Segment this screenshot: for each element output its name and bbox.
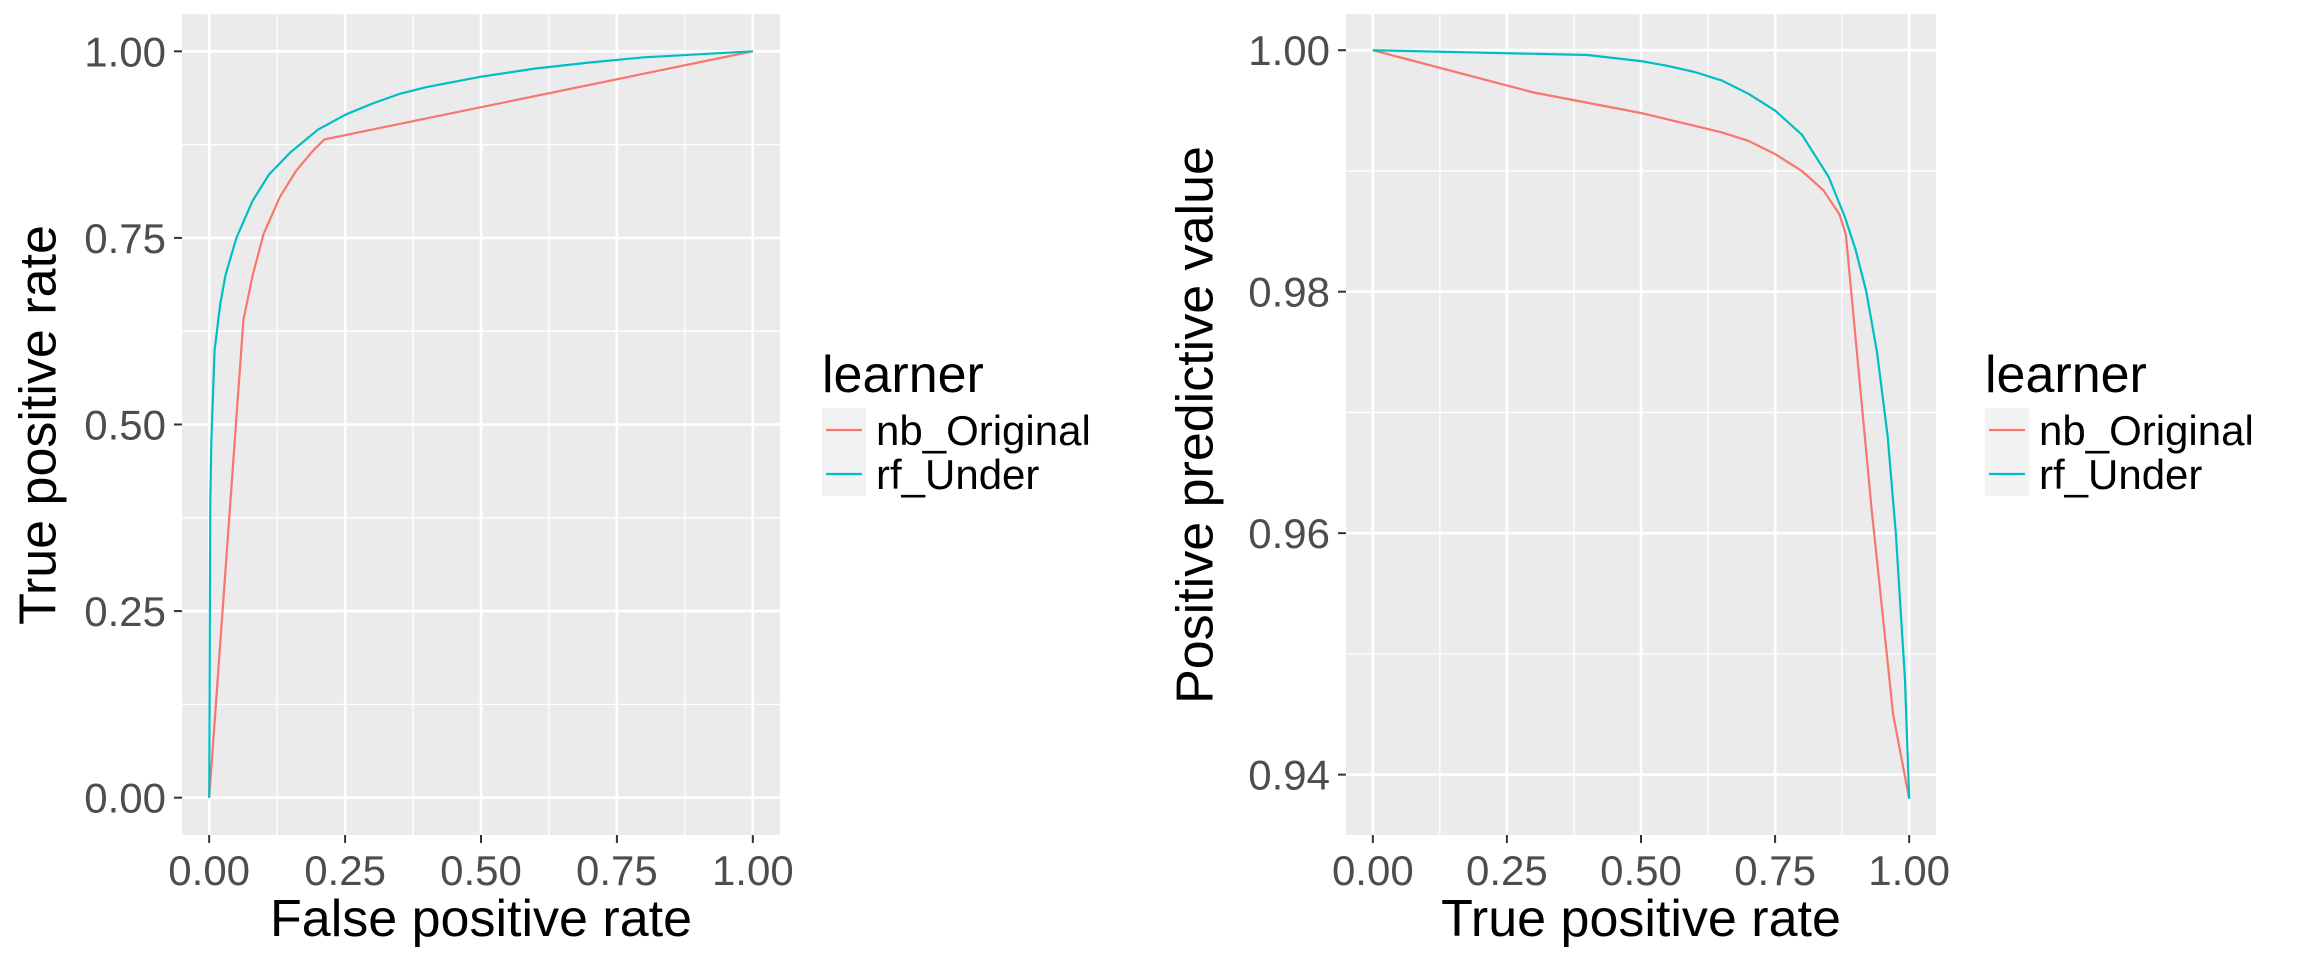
x-tick-label: 1.00 <box>1868 847 1950 894</box>
legend-label: nb_Original <box>876 407 1091 454</box>
series-line-nb-original <box>208 50 754 798</box>
y-tick-label: 1.00 <box>1248 27 1330 74</box>
series-line-rf-under <box>1372 49 1911 799</box>
x-tick-label: 0.50 <box>440 847 522 894</box>
x-tick-label: 1.00 <box>712 847 794 894</box>
legend-label: rf_Under <box>876 451 1039 498</box>
chart-panel-1: 0.00 0.25 0.50 0.75 1.00 0.00 0.25 0.50 0.75 1.00… <box>10 14 1091 948</box>
y-tick-label: 1.00 <box>84 28 166 75</box>
x-tick-label: 0.25 <box>304 847 386 894</box>
legend-label: rf_Under <box>2039 451 2202 498</box>
x-tick-label: 0.00 <box>1332 847 1414 894</box>
y-tick-label: 0.75 <box>84 215 166 262</box>
y-tick-label: 0.00 <box>84 775 166 822</box>
legend-title: learner <box>1985 346 2147 404</box>
x-tick-label: 0.75 <box>576 847 658 894</box>
y-axis-title: Positive predictive value <box>1167 146 1225 704</box>
x-tick-label: 0.75 <box>1734 847 1816 894</box>
x-axis-title: False positive rate <box>270 890 692 948</box>
y-tick-label: 0.96 <box>1248 510 1330 557</box>
chart-panel-2: 0.00 0.25 0.50 0.75 1.00 0.94 0.96 0.98 1.00 True… <box>1167 14 2254 948</box>
x-tick-label: 0.25 <box>1466 847 1548 894</box>
y-axis-title: True positive rate <box>10 225 68 625</box>
y-tick-label: 0.50 <box>84 402 166 449</box>
x-tick-label: 0.00 <box>168 847 250 894</box>
x-axis-title: True positive rate <box>1441 890 1841 948</box>
series-line-rf-under <box>208 50 753 798</box>
legend-label: nb_Original <box>2039 407 2254 454</box>
y-tick-label: 0.25 <box>84 588 166 635</box>
legend-title: learner <box>822 346 984 404</box>
y-tick-label: 0.98 <box>1248 269 1330 316</box>
y-tick-label: 0.94 <box>1248 752 1330 799</box>
series-line-nb-original <box>1372 49 1911 800</box>
x-tick-label: 0.50 <box>1600 847 1682 894</box>
